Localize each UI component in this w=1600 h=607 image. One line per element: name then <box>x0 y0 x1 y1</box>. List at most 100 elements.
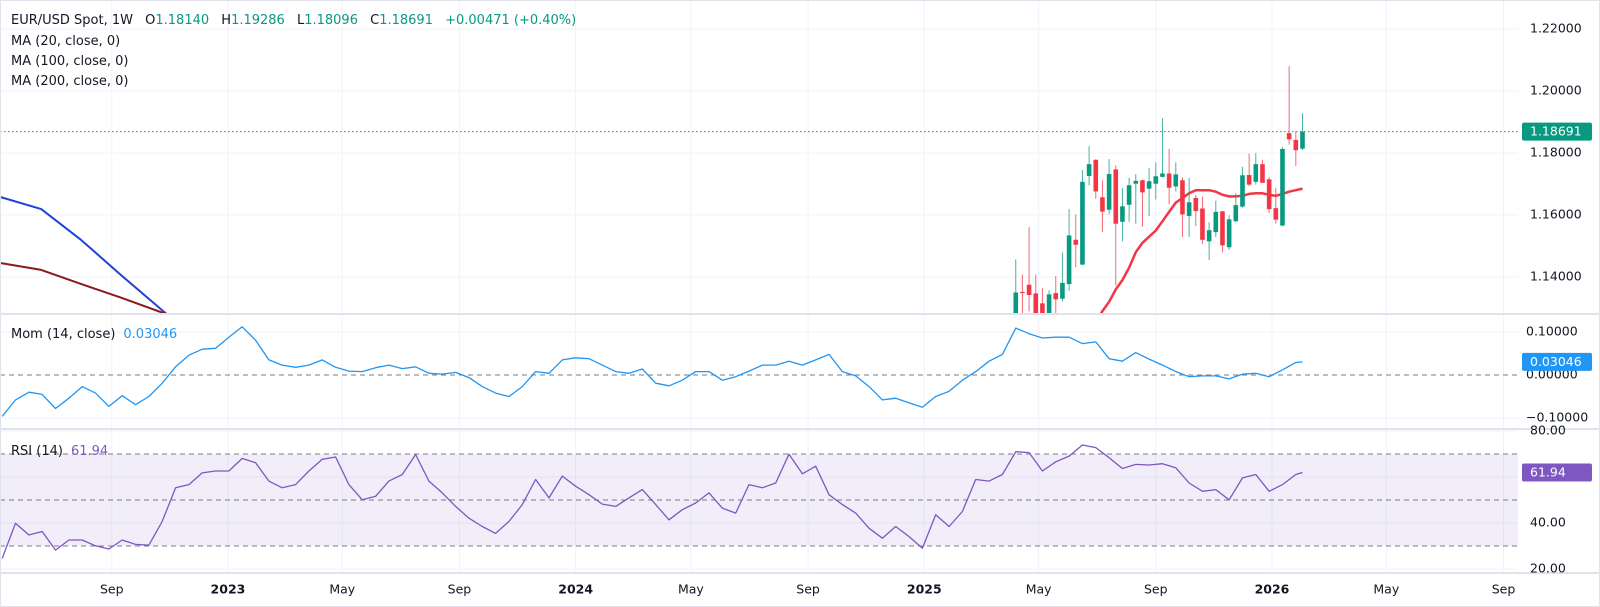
candle[interactable] <box>1286 66 1292 145</box>
candle[interactable] <box>1200 196 1205 244</box>
candle[interactable] <box>1293 130 1299 167</box>
candle-body[interactable] <box>1266 179 1272 210</box>
candle[interactable] <box>1066 209 1072 291</box>
candle[interactable] <box>1180 177 1185 238</box>
candle-body[interactable] <box>1213 211 1219 233</box>
candle[interactable] <box>1060 252 1065 302</box>
candle-body[interactable] <box>1040 303 1045 326</box>
candle-body[interactable] <box>1280 148 1285 226</box>
candle-body[interactable] <box>1033 293 1039 314</box>
candle[interactable] <box>1226 215 1232 251</box>
candle[interactable] <box>1166 148 1172 205</box>
candle[interactable] <box>1106 159 1112 215</box>
candle-body[interactable] <box>1180 180 1185 215</box>
candle-body[interactable] <box>1166 173 1172 188</box>
rsi-legend[interactable]: RSI (14) 61.94 <box>11 444 108 460</box>
candle-body[interactable] <box>1186 202 1192 216</box>
candle[interactable] <box>1046 290 1052 329</box>
candle-body[interactable] <box>1146 181 1152 189</box>
candle-body[interactable] <box>1173 174 1179 187</box>
candle[interactable] <box>1126 177 1132 222</box>
symbol-title[interactable]: EUR/USD Spot, 1W <box>11 13 133 28</box>
candle[interactable] <box>1013 259 1019 326</box>
candle[interactable] <box>1206 222 1212 260</box>
candle[interactable] <box>1086 146 1092 186</box>
candle-body[interactable] <box>1260 164 1265 183</box>
candle[interactable] <box>1113 165 1119 286</box>
candle[interactable] <box>1020 274 1025 320</box>
ma20-legend[interactable]: MA (20, close, 0) <box>11 34 121 49</box>
candle-body[interactable] <box>1153 176 1159 184</box>
candle-body[interactable] <box>1240 175 1245 207</box>
candle-body[interactable] <box>1233 205 1239 222</box>
candle[interactable] <box>1266 176 1272 213</box>
candle-body[interactable] <box>1086 164 1092 176</box>
candle[interactable] <box>1093 159 1099 199</box>
candle-body[interactable] <box>1073 239 1079 245</box>
candle-body[interactable] <box>1293 139 1299 151</box>
candle-body[interactable] <box>1220 211 1225 246</box>
candle-body[interactable] <box>1133 180 1139 184</box>
candle-body[interactable] <box>1200 208 1205 240</box>
candle-body[interactable] <box>1193 197 1199 211</box>
ma100-line[interactable] <box>0 196 189 333</box>
candle-body[interactable] <box>1273 208 1279 220</box>
candle[interactable] <box>1153 162 1159 200</box>
candle[interactable] <box>1253 153 1259 185</box>
candle-body[interactable] <box>1013 292 1019 324</box>
candle[interactable] <box>1133 174 1139 224</box>
candle[interactable] <box>1186 177 1192 238</box>
candle[interactable] <box>1120 188 1125 242</box>
candle[interactable] <box>1173 162 1179 192</box>
rsi-pane[interactable] <box>1 444 1303 559</box>
ma100-legend[interactable]: MA (100, close, 0) <box>11 54 129 69</box>
candle-body[interactable] <box>1046 294 1052 326</box>
candle[interactable] <box>1240 166 1245 208</box>
ma200-legend[interactable]: MA (200, close, 0) <box>11 74 129 89</box>
candle[interactable] <box>1213 200 1219 238</box>
candle[interactable] <box>1053 276 1059 320</box>
candle-body[interactable] <box>1253 164 1259 182</box>
candle[interactable] <box>1233 193 1239 222</box>
candle-body[interactable] <box>1080 181 1085 265</box>
candle-body[interactable] <box>1126 185 1132 205</box>
momentum-legend[interactable]: Mom (14, close) 0.03046 <box>11 327 177 343</box>
candle[interactable] <box>1026 227 1032 312</box>
candle-body[interactable] <box>1060 282 1065 299</box>
candle[interactable] <box>1300 113 1305 151</box>
candle-body[interactable] <box>1286 133 1292 140</box>
candle-body[interactable] <box>1160 173 1165 177</box>
candle[interactable] <box>1040 288 1045 333</box>
candle[interactable] <box>1073 214 1079 268</box>
candle-body[interactable] <box>1140 180 1145 193</box>
ma200-line[interactable] <box>0 262 189 320</box>
candle[interactable] <box>1146 168 1152 216</box>
candle[interactable] <box>1033 274 1039 319</box>
candle[interactable] <box>1160 118 1165 178</box>
candle[interactable] <box>1273 188 1279 224</box>
candle-body[interactable] <box>1066 235 1072 285</box>
candle[interactable] <box>1140 179 1145 227</box>
candle[interactable] <box>1280 147 1285 227</box>
candle-body[interactable] <box>1246 175 1252 185</box>
candle-body[interactable] <box>1020 291 1025 294</box>
candle[interactable] <box>1100 180 1105 233</box>
candle-body[interactable] <box>1093 159 1099 192</box>
candle-body[interactable] <box>1300 131 1305 149</box>
candle-body[interactable] <box>1053 293 1059 300</box>
price-pane[interactable] <box>0 66 1518 336</box>
candle[interactable] <box>1220 211 1225 253</box>
candle-body[interactable] <box>1120 206 1125 222</box>
momentum-pane[interactable] <box>1 326 1303 417</box>
candle-body[interactable] <box>1100 197 1105 212</box>
candle[interactable] <box>1080 170 1085 266</box>
candle-body[interactable] <box>1226 219 1232 248</box>
candle[interactable] <box>1260 159 1265 184</box>
candle[interactable] <box>1246 153 1252 187</box>
candle-body[interactable] <box>1206 230 1212 242</box>
candle-body[interactable] <box>1026 284 1032 295</box>
rsi-line[interactable] <box>1 444 1303 559</box>
candle[interactable] <box>1193 194 1199 227</box>
candle-body[interactable] <box>1106 174 1112 210</box>
